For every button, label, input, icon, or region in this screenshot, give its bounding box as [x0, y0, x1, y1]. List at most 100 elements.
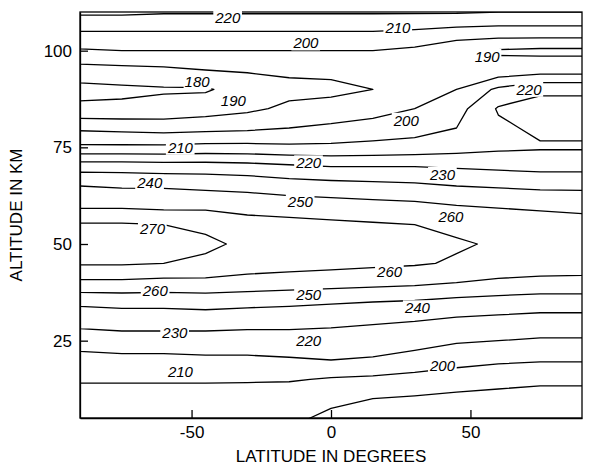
contour-label-background: [138, 221, 167, 236]
y-tick-label: 25: [53, 332, 72, 351]
contour-label-group: 230: [428, 166, 457, 183]
x-axis-line: [81, 418, 583, 419]
contour-line: [80, 172, 582, 310]
contour-label-background: [220, 93, 248, 108]
y-axis-line: [80, 13, 81, 419]
y-tick: 100: [44, 42, 88, 61]
contour-label-group: 240: [403, 299, 432, 316]
contour-line: [80, 12, 582, 418]
contour-label-group: 250: [294, 286, 323, 303]
x-axis: -50 0 50: [81, 410, 583, 442]
contour-label: 200: [429, 357, 456, 374]
contour-label-background: [428, 167, 457, 182]
x-tick: 0: [327, 410, 336, 442]
x-tick-label: 50: [461, 423, 480, 442]
contour-label-background: [294, 333, 323, 348]
contour-label-group: 250: [286, 193, 315, 210]
x-tick: -50: [180, 410, 205, 442]
contour-label-background: [291, 35, 320, 50]
y-axis-title: ALTITUDE IN KM: [7, 149, 26, 282]
y-tick-label: 50: [53, 235, 72, 254]
y-tick-mark: [80, 51, 88, 52]
contour-label: 220: [214, 9, 241, 26]
contour-label-group: 210: [166, 363, 195, 380]
contour-label: 230: [429, 166, 456, 183]
contour-label: 210: [384, 19, 411, 36]
y-tick-mark: [80, 147, 88, 148]
contour-label: 240: [404, 299, 431, 316]
contour-label: 190: [221, 92, 247, 109]
contour-line: [80, 162, 582, 331]
contour-label-group: 190: [474, 48, 502, 65]
contour-label-group: 190: [220, 92, 248, 109]
contour-label-background: [428, 358, 457, 373]
contour-label-background: [436, 209, 465, 224]
x-tick-mark: [191, 410, 192, 418]
contour-label-background: [166, 140, 195, 155]
contour-line: [80, 12, 582, 360]
contour-label: 260: [142, 282, 169, 299]
plot: 2202102001901801902002202102202302402502…: [44, 2, 589, 442]
y-tick-mark: [80, 244, 88, 245]
contour-label-group: 260: [375, 263, 404, 280]
contour-label: 260: [437, 208, 464, 225]
contour-label: 250: [287, 193, 314, 210]
y-tick-label: 75: [53, 138, 72, 157]
contour-label: 220: [515, 81, 542, 98]
y-tick: 50: [53, 235, 88, 254]
contour-label-group: 200: [428, 357, 457, 374]
contour-label-background: [184, 74, 212, 89]
contour-label: 210: [167, 139, 194, 156]
contour-line: [80, 12, 582, 418]
contour-label-group: 220: [514, 81, 543, 98]
contour-label-group: 200: [392, 112, 421, 129]
contour-label-group: 260: [436, 208, 465, 225]
contour-lines: [80, 12, 582, 418]
contour-line: [80, 12, 582, 418]
contour-label-background: [514, 82, 543, 97]
contour-label-group: 210: [383, 19, 412, 36]
y-tick: 25: [53, 332, 88, 351]
contour-label-background: [474, 49, 502, 64]
contour-label: 200: [292, 34, 319, 51]
plot-frame: [80, 12, 582, 418]
contour-label-group: 200: [291, 34, 320, 51]
contour-line: [80, 208, 477, 279]
chart: 2202102001901801902002202102202302402502…: [0, 0, 589, 468]
contour-label-background: [160, 325, 189, 340]
x-tick-mark: [331, 410, 332, 418]
x-axis-title: LATITUDE IN DEGREES: [236, 447, 427, 466]
x-tick-mark: [470, 410, 471, 418]
contour-label: 190: [475, 48, 501, 65]
contour-line: [80, 186, 582, 293]
contour-label-group: 180: [184, 73, 212, 90]
contour-label-background: [141, 283, 170, 298]
contour-label-background: [383, 20, 412, 35]
contour-label-group: 220: [294, 332, 323, 349]
contour-label-background: [286, 194, 315, 209]
y-tick-mark: [80, 341, 88, 342]
x-tick-label: 0: [327, 423, 336, 442]
contour-label-background: [135, 175, 164, 190]
x-tick: 50: [461, 410, 480, 442]
contour-label-group: 220: [294, 154, 323, 171]
contour-label-group: 230: [160, 324, 189, 341]
x-tick-label: -50: [180, 423, 205, 442]
contour-labels: 220 210 200 190 180 190 200 220 210 220 230 240 250 2…: [135, 9, 543, 380]
contour-label-group: 240: [135, 174, 164, 191]
contour-label: 200: [393, 112, 420, 129]
contour-label: 220: [295, 332, 322, 349]
contour-label: 210: [167, 363, 194, 380]
contour-label: 250: [295, 286, 322, 303]
contour-label-background: [403, 300, 432, 315]
contour-label-background: [392, 113, 421, 128]
y-axis: 25 50 75 100: [44, 13, 88, 419]
contour-label: 270: [139, 220, 166, 237]
y-tick-label: 100: [44, 42, 72, 61]
contour-label-group: 270: [138, 220, 167, 237]
contour-label-background: [294, 287, 323, 302]
contour-label: 180: [185, 73, 211, 90]
contour-label-background: [166, 364, 195, 379]
contour-label: 260: [376, 263, 403, 280]
contour-label-background: [294, 155, 323, 170]
